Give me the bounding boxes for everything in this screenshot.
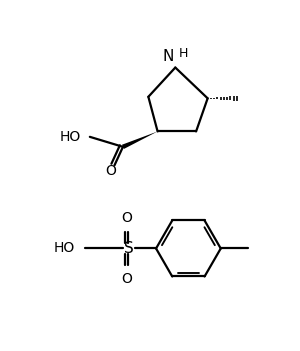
Text: HO: HO: [59, 130, 81, 144]
Text: O: O: [122, 211, 132, 225]
Text: S: S: [124, 241, 134, 256]
Text: O: O: [122, 272, 132, 286]
Text: N: N: [162, 49, 174, 65]
Text: HO: HO: [54, 241, 75, 256]
Polygon shape: [122, 131, 158, 149]
Text: H: H: [179, 47, 188, 60]
Text: O: O: [105, 165, 116, 178]
